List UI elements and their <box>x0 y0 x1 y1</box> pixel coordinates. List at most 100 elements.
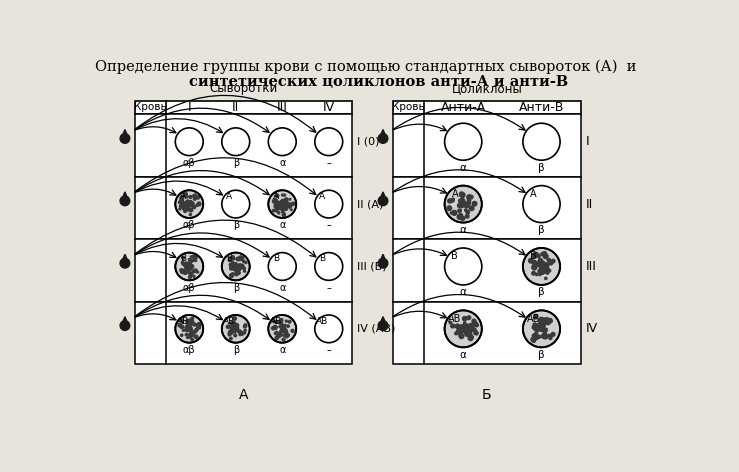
Circle shape <box>230 330 234 333</box>
Text: I: I <box>585 135 589 148</box>
Circle shape <box>544 328 548 331</box>
Circle shape <box>277 206 281 210</box>
Circle shape <box>542 328 546 331</box>
Circle shape <box>315 190 343 218</box>
Circle shape <box>277 332 280 336</box>
Circle shape <box>189 213 191 216</box>
Circle shape <box>222 128 250 156</box>
Circle shape <box>465 324 469 329</box>
Circle shape <box>542 333 546 337</box>
Circle shape <box>239 267 241 270</box>
Circle shape <box>460 326 464 330</box>
Circle shape <box>282 203 283 205</box>
Circle shape <box>468 333 472 337</box>
Circle shape <box>180 196 183 199</box>
Text: A: A <box>319 192 326 201</box>
Circle shape <box>228 332 231 334</box>
Circle shape <box>533 323 537 327</box>
Circle shape <box>447 206 452 211</box>
Circle shape <box>182 269 185 273</box>
Circle shape <box>548 270 551 272</box>
Circle shape <box>473 321 477 327</box>
Circle shape <box>182 203 184 205</box>
Circle shape <box>183 329 185 331</box>
Circle shape <box>534 326 538 330</box>
Circle shape <box>184 265 187 268</box>
Circle shape <box>234 268 236 271</box>
Circle shape <box>468 329 471 332</box>
Circle shape <box>285 333 288 337</box>
Circle shape <box>281 328 284 330</box>
Circle shape <box>191 320 193 322</box>
Circle shape <box>539 317 543 321</box>
Circle shape <box>378 259 388 268</box>
Circle shape <box>532 326 536 329</box>
Text: I (0): I (0) <box>357 137 379 147</box>
Circle shape <box>475 332 478 335</box>
Circle shape <box>461 202 464 205</box>
Circle shape <box>197 196 200 199</box>
Circle shape <box>197 202 201 206</box>
Circle shape <box>279 326 281 328</box>
Circle shape <box>539 263 544 268</box>
Circle shape <box>545 267 549 271</box>
Text: IV: IV <box>585 322 597 335</box>
Text: А: А <box>239 388 248 402</box>
Circle shape <box>235 328 236 329</box>
Circle shape <box>448 199 452 203</box>
Circle shape <box>240 264 244 268</box>
Circle shape <box>179 208 181 210</box>
Circle shape <box>185 262 188 265</box>
Circle shape <box>191 203 192 205</box>
Text: AB: AB <box>270 317 282 326</box>
Circle shape <box>183 195 185 197</box>
Circle shape <box>539 262 543 266</box>
Circle shape <box>191 256 192 258</box>
Circle shape <box>274 206 277 208</box>
Text: IV: IV <box>323 101 335 114</box>
Circle shape <box>536 264 539 267</box>
Circle shape <box>235 324 238 327</box>
Circle shape <box>188 328 190 330</box>
Circle shape <box>236 269 239 273</box>
Circle shape <box>546 320 551 325</box>
Circle shape <box>280 319 283 321</box>
Circle shape <box>539 258 542 262</box>
Circle shape <box>236 330 239 332</box>
Circle shape <box>194 259 197 261</box>
Circle shape <box>283 328 286 331</box>
Circle shape <box>228 326 230 328</box>
Circle shape <box>229 263 232 266</box>
Circle shape <box>461 202 464 204</box>
Text: A: A <box>226 192 233 201</box>
Circle shape <box>466 329 469 332</box>
Circle shape <box>281 199 285 202</box>
Circle shape <box>472 202 477 206</box>
Circle shape <box>458 209 461 212</box>
Circle shape <box>532 261 537 265</box>
Circle shape <box>185 268 188 271</box>
Circle shape <box>474 329 476 331</box>
Circle shape <box>194 335 198 338</box>
Circle shape <box>540 323 545 328</box>
Circle shape <box>234 264 236 267</box>
Circle shape <box>197 322 201 327</box>
Circle shape <box>460 327 465 331</box>
Circle shape <box>549 261 553 265</box>
Circle shape <box>189 333 191 336</box>
Circle shape <box>236 271 239 273</box>
Circle shape <box>465 209 467 211</box>
Circle shape <box>540 324 545 328</box>
Circle shape <box>545 267 548 270</box>
Circle shape <box>183 263 185 265</box>
Circle shape <box>470 327 474 331</box>
Circle shape <box>452 211 457 215</box>
Polygon shape <box>122 129 128 136</box>
Circle shape <box>465 324 468 328</box>
Circle shape <box>280 322 282 324</box>
Circle shape <box>188 201 192 204</box>
Circle shape <box>238 267 240 269</box>
Circle shape <box>185 196 188 198</box>
Circle shape <box>188 327 191 330</box>
Circle shape <box>472 319 476 323</box>
